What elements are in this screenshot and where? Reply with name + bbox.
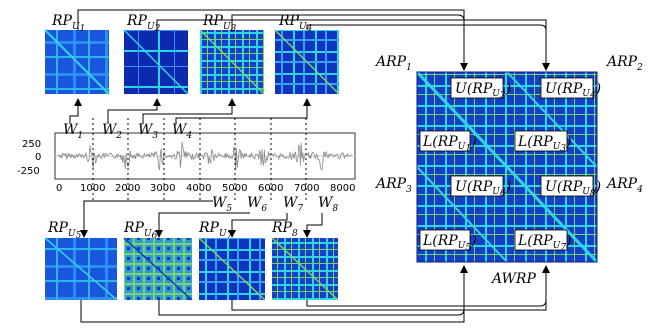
x-tick-4000: 4000 <box>186 183 211 194</box>
route-u7 <box>231 265 550 311</box>
arp-label-4: ARP4 <box>605 176 643 195</box>
route-u3-hop <box>457 14 465 22</box>
awrp-diagonal <box>506 71 598 168</box>
svg-text:L(RPU1): L(RPU1) <box>422 134 477 154</box>
rp-diagonal <box>44 29 110 95</box>
y-tick-250: 250 <box>22 139 41 150</box>
svg-text:U(RPU2): U(RPU2) <box>455 81 511 101</box>
arp-labels: ARP1 ARP2 ARP3 ARP4 AWRP <box>374 54 643 287</box>
rp-label-u6: RPU6 <box>123 220 158 241</box>
box-u-rp-u2: U(RPU2) <box>450 77 511 101</box>
connector-w6 <box>155 212 250 238</box>
svg-text:L(RPU3): L(RPU3) <box>517 134 572 154</box>
window-label-w4: W4 <box>172 122 192 141</box>
window-label-w5: W5 <box>212 195 232 214</box>
x-tick-8000: 8000 <box>330 183 355 194</box>
rp-label-u3: RPU3 <box>202 13 237 34</box>
connector-w4 <box>175 98 311 124</box>
route-u8 <box>306 299 547 307</box>
bottom-rp-plots <box>44 237 339 301</box>
rp-label-u7: RPU7 <box>198 220 233 241</box>
rp-diagonal <box>123 29 189 95</box>
box-l-rp-u1: L(RPU1) <box>419 130 477 154</box>
signal-trace <box>57 141 352 171</box>
rp-label-u8: RP8 <box>271 220 298 239</box>
window-labels-bottom: W5 W6 W7 W8 <box>212 195 338 214</box>
connectors-top <box>69 98 311 124</box>
window-label-w6: W6 <box>247 195 267 214</box>
y-tick-neg250: -250 <box>17 166 40 177</box>
connectors-bottom <box>80 200 323 238</box>
box-l-rp-u5: L(RPU5) <box>419 229 477 253</box>
connector-w3 <box>142 98 236 124</box>
connector-w7 <box>228 213 288 238</box>
window-labels-top: W1 W2 W3 W4 <box>63 122 192 141</box>
box-l-rp-u3: L(RPU3) <box>514 130 572 154</box>
svg-text:U(RPU4): U(RPU4) <box>545 81 601 101</box>
box-u-rp-u6: U(RPU6) <box>450 175 511 199</box>
top-rp-labels: RPU1 RPU2 RPU3 RPU4 <box>51 13 313 34</box>
svg-text:L(RPU5): L(RPU5) <box>422 233 477 253</box>
awrp-diagonal <box>416 166 508 263</box>
rp-diagonal <box>274 29 340 95</box>
x-tick-0: 0 <box>56 183 62 194</box>
window-label-w3: W3 <box>138 122 158 141</box>
awrp-frame <box>416 71 598 263</box>
rp-diagonal <box>44 237 118 301</box>
y-tick-0: 0 <box>35 152 41 163</box>
top-rp-plots <box>44 29 340 95</box>
route-u4 <box>306 24 547 31</box>
awrp-label: AWRP <box>490 271 536 287</box>
signal-plot: 250 0 -250 0 1000 2000 3000 4000 5000 60… <box>17 132 355 194</box>
arp-label-1: ARP1 <box>374 54 412 73</box>
connector-w8 <box>303 213 323 238</box>
x-tick-3000: 3000 <box>150 183 175 194</box>
arp-label-2: ARP2 <box>605 54 643 73</box>
connector-w5 <box>80 200 213 238</box>
window-label-w2: W2 <box>102 122 122 141</box>
box-u-rp-u8: U(RPU8) <box>540 175 601 199</box>
arp-label-3: ARP3 <box>374 176 412 195</box>
routing-lines <box>77 9 550 323</box>
rp-diagonal <box>271 237 339 301</box>
route-u3 <box>231 14 458 30</box>
rp-diagonal <box>198 237 266 301</box>
bottom-rp-labels: RPU5 RPU6 RPU7 RP8 <box>47 220 298 241</box>
window-separators <box>92 118 307 200</box>
route-u6 <box>158 300 465 316</box>
x-tick-7000: 7000 <box>294 183 319 194</box>
svg-text:L(RPU7): L(RPU7) <box>517 233 572 253</box>
box-l-rp-u7: L(RPU7) <box>514 229 572 253</box>
svg-text:U(RPU8): U(RPU8) <box>545 179 601 199</box>
rp-label-u1: RPU1 <box>51 13 85 34</box>
rp-diagonal <box>199 29 265 95</box>
box-u-rp-u4: U(RPU4) <box>540 77 601 101</box>
window-label-w7: W7 <box>283 195 303 214</box>
rp-label-u4: RPU4 <box>278 13 313 34</box>
rp-label-u5: RPU5 <box>47 220 82 241</box>
route-u5 <box>80 265 468 323</box>
window-label-w1: W1 <box>63 122 83 141</box>
awrp-boxes: U(RPU2) U(RPU4) L(RPU1) L(RPU3) U(RPU6) … <box>419 77 601 253</box>
connector-w2 <box>107 98 161 124</box>
rp-diagonal <box>123 237 193 301</box>
connector-w1 <box>69 98 82 124</box>
window-label-w8: W8 <box>318 195 338 214</box>
route-u2 <box>156 19 550 71</box>
route-u1 <box>77 9 468 71</box>
svg-text:U(RPU6): U(RPU6) <box>455 179 511 199</box>
